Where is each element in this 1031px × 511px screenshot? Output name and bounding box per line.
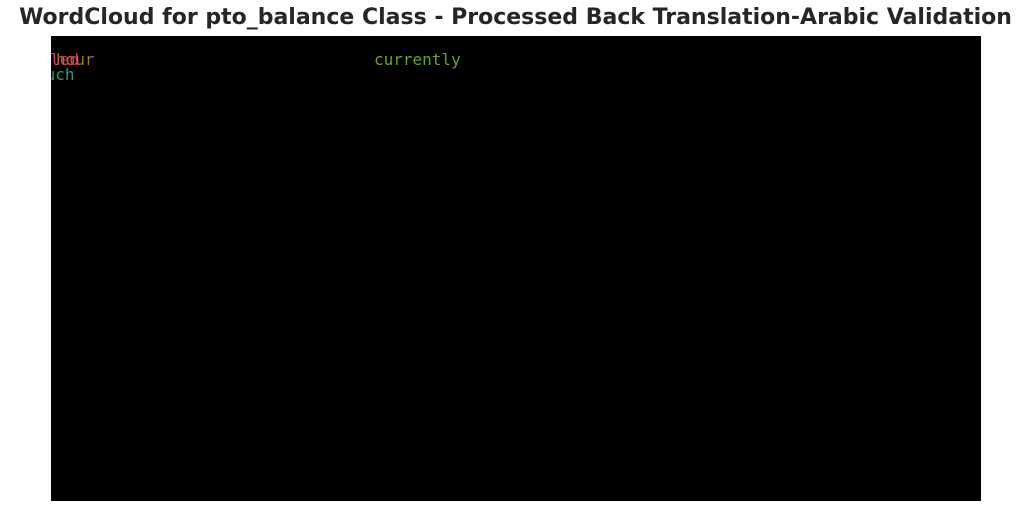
word-currently: currently (374, 50, 461, 69)
wordcloud-svg: vacation daymanyvacationleftdaysavedknow… (51, 50, 461, 84)
word-much: much (51, 65, 75, 84)
word-hour: hour (56, 50, 95, 69)
wordcloud-canvas: vacation daymanyvacationleftdaysavedknow… (51, 36, 981, 501)
word-entitled: entitled (51, 50, 79, 69)
